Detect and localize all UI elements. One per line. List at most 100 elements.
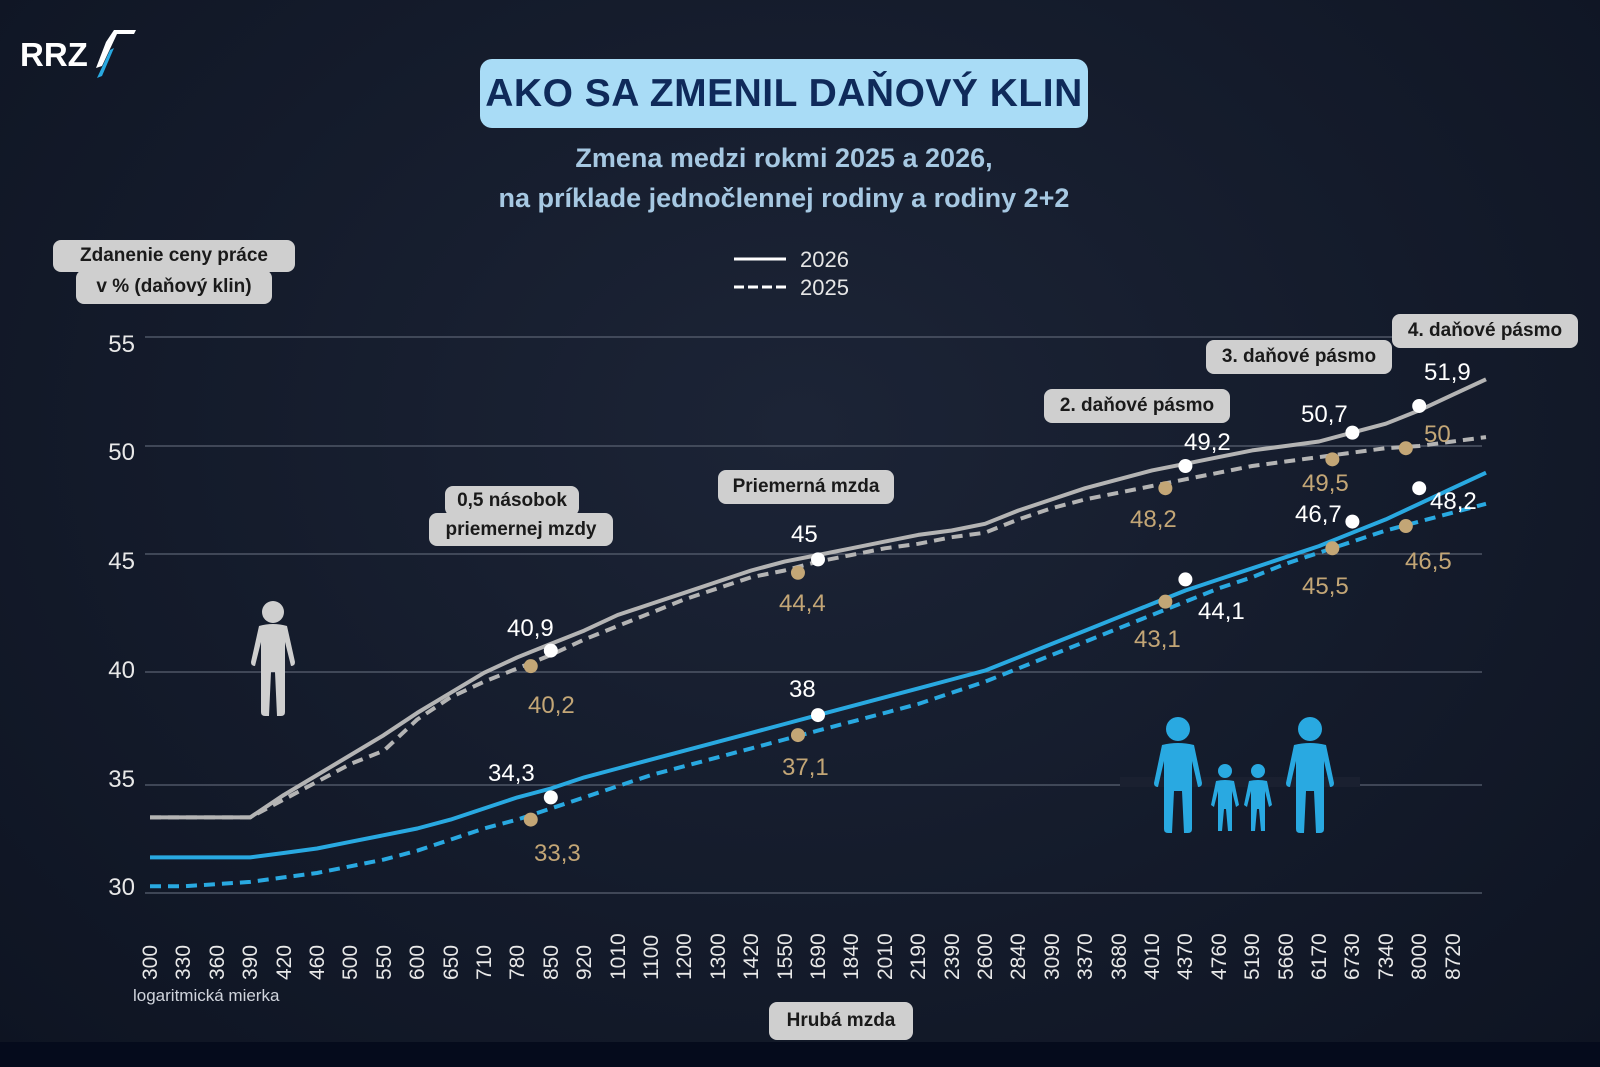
point-2025 — [790, 565, 805, 580]
value-label-single-2026-band3: 50,7 — [1301, 401, 1348, 428]
point-2025 — [790, 728, 805, 743]
title-box: AKO SA ZMENIL DAŇOVÝ KLIN — [480, 59, 1088, 128]
x-tick-2390: 2390 — [940, 933, 964, 980]
value-label-family-2026-band4: 48,2 — [1430, 488, 1477, 515]
x-tick-4760: 4760 — [1207, 933, 1231, 980]
point-2026 — [811, 708, 825, 723]
x-tick-1300: 1300 — [706, 933, 730, 980]
value-label-family-2025-half: 33,3 — [534, 840, 581, 867]
subtitle-line-2: na príklade jednočlennej rodiny a rodiny… — [498, 183, 1070, 213]
series-line-rodina-2-2-2025 — [150, 501, 1487, 889]
x-tick-710: 710 — [473, 944, 496, 980]
x-tick-300: 300 — [139, 944, 162, 980]
annotation-average-wage: Priemerná mzda — [718, 470, 894, 504]
value-label-family-2026-band3: 46,7 — [1295, 501, 1342, 528]
point-2026 — [1412, 481, 1427, 496]
value-label-family-2025-band4: 46,5 — [1405, 548, 1452, 575]
y-tick-40: 40 — [108, 657, 135, 684]
point-2026 — [811, 552, 825, 567]
legend-dashed-swatch — [734, 285, 786, 289]
bottom-band — [0, 1042, 1600, 1067]
value-label-family-2026-band2: 44,1 — [1198, 598, 1245, 625]
x-tick-2600: 2600 — [974, 933, 997, 980]
point-2025 — [1325, 541, 1340, 556]
point-2026 — [1178, 572, 1193, 587]
y-tick-50: 50 — [108, 439, 135, 466]
x-tick-1550: 1550 — [773, 933, 797, 980]
annotation-tax-band-4: 4. daňové pásmo — [1392, 314, 1578, 348]
legend-solid-swatch — [734, 257, 786, 261]
x-tick-2840: 2840 — [1007, 933, 1031, 980]
x-tick-1100: 1100 — [640, 934, 663, 980]
value-label-single-2026-half: 40,9 — [507, 615, 554, 642]
legend-label-2025: 2025 — [800, 275, 849, 300]
value-label-single-2025-band2: 48,2 — [1130, 506, 1177, 533]
x-tick-600: 600 — [406, 944, 430, 980]
value-label-single-2026-band2: 49,2 — [1184, 429, 1231, 456]
x-tick-1690: 1690 — [807, 933, 830, 980]
x-tick-6730: 6730 — [1341, 933, 1365, 980]
x-tick-920: 920 — [573, 944, 597, 980]
y-tick-55: 55 — [108, 331, 135, 358]
point-2025 — [523, 659, 538, 674]
value-label-single-2026-avg: 45 — [791, 521, 818, 548]
point-2025 — [1325, 452, 1340, 467]
y-tick-30: 30 — [108, 874, 135, 901]
point-2025 — [523, 812, 538, 827]
annotated-points — [523, 398, 1427, 827]
value-label-family-2025-avg: 37,1 — [782, 754, 829, 781]
x-tick-650: 650 — [439, 944, 463, 980]
log-scale-note: logaritmická mierka — [133, 986, 280, 1005]
x-tick-4370: 4370 — [1174, 933, 1198, 980]
point-2025 — [1158, 594, 1173, 609]
family-2-plus-2-icon — [1120, 717, 1360, 833]
x-tick-1840: 1840 — [840, 933, 864, 980]
point-2026 — [543, 790, 558, 805]
subtitle-line-1: Zmena medzi rokmi 2025 a 2026, — [575, 143, 993, 173]
value-label-single-2025-band4: 50 — [1424, 421, 1451, 448]
rrz-logo: RRZ — [20, 30, 140, 80]
annotation-half-avg-line-2: priemernej mzdy — [429, 513, 613, 546]
x-tick-850: 850 — [539, 944, 563, 980]
logo-text: RRZ — [20, 36, 88, 73]
x-tick-360: 360 — [205, 944, 229, 980]
x-tick-7340: 7340 — [1374, 933, 1398, 980]
x-tick-420: 420 — [272, 944, 296, 980]
x-tick-1200: 1200 — [673, 933, 697, 980]
x-tick-780: 780 — [506, 944, 530, 980]
x-tick-550: 550 — [372, 944, 396, 980]
x-tick-6170: 6170 — [1308, 933, 1331, 980]
x-tick-5660: 5660 — [1274, 933, 1298, 980]
x-tick-2190: 2190 — [907, 933, 931, 980]
annotation-half-avg-line-1: 0,5 násobok — [445, 486, 579, 516]
x-tick-3680: 3680 — [1107, 933, 1131, 980]
point-2025 — [1398, 519, 1413, 534]
x-tick-8000: 8000 — [1408, 933, 1432, 980]
y-tick-45: 45 — [108, 548, 135, 575]
y-axis-label-line-1: Zdanenie ceny práce — [53, 240, 295, 272]
value-label-family-2026-half: 34,3 — [488, 760, 535, 787]
x-tick-3090: 3090 — [1040, 933, 1064, 980]
y-tick-35: 35 — [108, 766, 135, 793]
value-label-single-2025-half: 40,2 — [528, 692, 575, 719]
x-tick-390: 390 — [239, 944, 263, 980]
value-label-family-2026-avg: 38 — [789, 676, 816, 703]
page-title: AKO SA ZMENIL DAŇOVÝ KLIN — [485, 71, 1083, 115]
point-2026 — [1412, 398, 1427, 413]
x-tick-460: 460 — [306, 944, 329, 980]
x-tick-500: 500 — [339, 944, 363, 980]
point-2026 — [1345, 425, 1360, 440]
point-2026 — [543, 643, 558, 658]
x-tick-2010: 2010 — [873, 933, 897, 980]
value-label-single-2026-band4: 51,9 — [1424, 359, 1471, 386]
point-2025 — [1158, 481, 1173, 496]
annotation-tax-band-3: 3. daňové pásmo — [1206, 340, 1392, 374]
value-label-family-2025-band2: 43,1 — [1134, 626, 1181, 653]
point-2026 — [1178, 458, 1193, 473]
x-tick-1010: 1010 — [606, 933, 630, 980]
annotation-tax-band-2: 2. daňové pásmo — [1044, 389, 1230, 423]
rrz-slash-logo-icon — [95, 30, 136, 78]
y-axis-label-line-2: v % (daňový klin) — [76, 270, 272, 304]
x-tick-3370: 3370 — [1074, 933, 1098, 980]
